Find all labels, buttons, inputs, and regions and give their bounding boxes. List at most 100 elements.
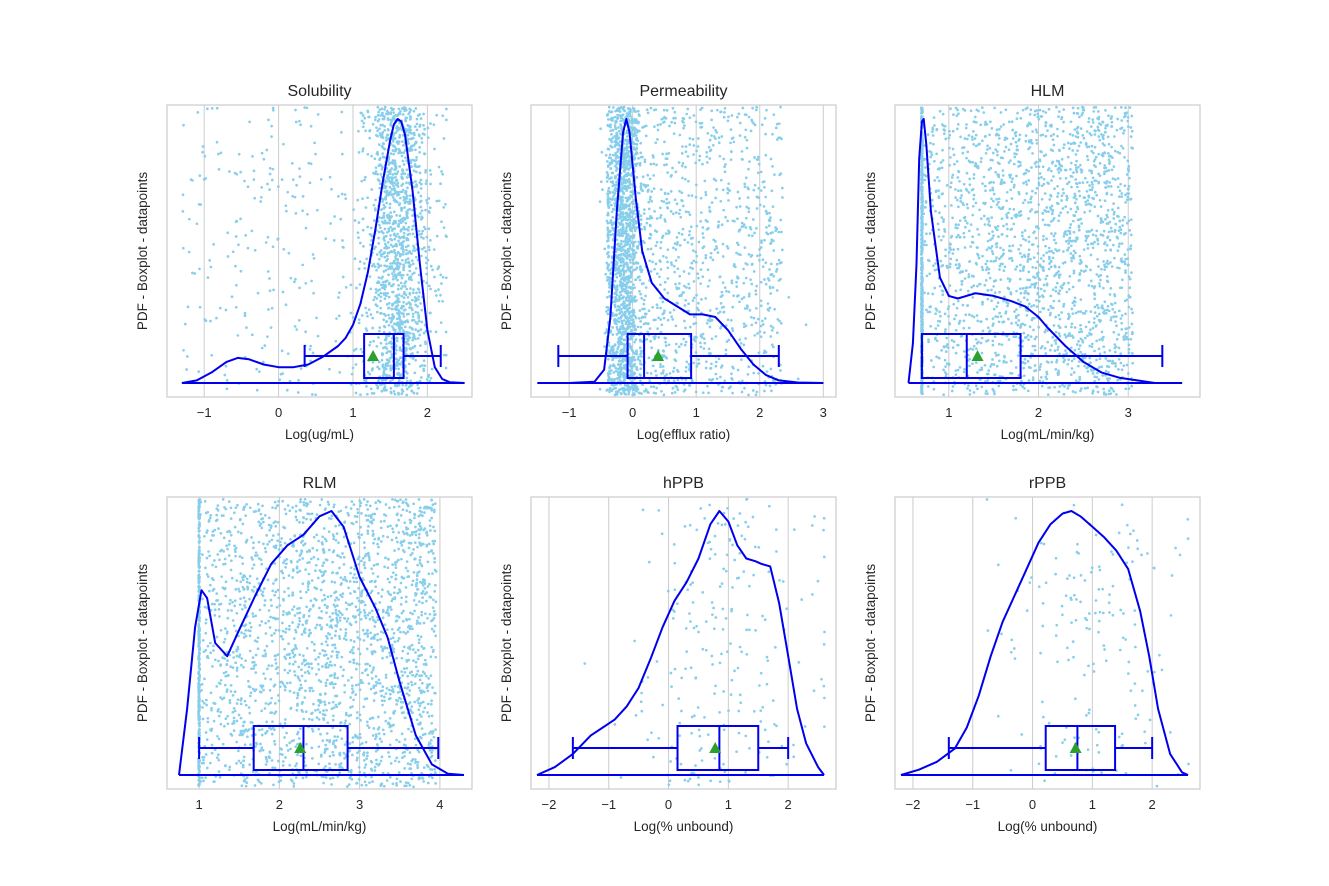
datapoint [652, 108, 656, 112]
datapoint [198, 305, 202, 309]
datapoint [313, 141, 316, 145]
datapoint [364, 206, 368, 209]
datapoint [630, 358, 633, 362]
datapoint [1010, 197, 1014, 200]
datapoint [374, 198, 377, 202]
datapoint [1108, 238, 1112, 242]
datapoint [696, 272, 700, 276]
datapoint [377, 216, 381, 219]
datapoint [991, 151, 995, 155]
datapoint [721, 188, 725, 192]
datapoint [630, 337, 634, 341]
datapoint [709, 256, 712, 259]
datapoint [376, 172, 379, 176]
datapoint [731, 329, 735, 333]
datapoint [671, 317, 675, 321]
datapoint [633, 117, 637, 121]
datapoint [372, 392, 376, 395]
datapoint [420, 182, 423, 186]
datapoint [649, 385, 653, 389]
datapoint [382, 235, 386, 239]
datapoint [424, 340, 427, 344]
datapoint [298, 119, 301, 123]
datapoint [389, 234, 392, 237]
datapoint [781, 196, 784, 199]
datapoint [751, 389, 755, 392]
datapoint [758, 253, 762, 257]
datapoint [772, 113, 776, 117]
datapoint [1053, 349, 1057, 353]
datapoint [420, 141, 424, 144]
datapoint [627, 180, 630, 184]
datapoint [614, 156, 618, 160]
datapoint [1039, 376, 1043, 379]
datapoint [376, 281, 379, 285]
datapoint [627, 319, 631, 323]
datapoint [691, 249, 695, 252]
datapoint [642, 282, 645, 285]
datapoint [946, 307, 950, 311]
datapoint [389, 350, 392, 353]
datapoint [390, 179, 394, 182]
datapoint [395, 339, 399, 343]
datapoint [432, 123, 436, 127]
datapoint [636, 276, 640, 279]
datapoint [952, 340, 956, 344]
datapoint [396, 232, 399, 236]
datapoint [765, 225, 768, 229]
datapoint [729, 141, 732, 145]
datapoint [643, 315, 647, 319]
datapoint [764, 383, 768, 387]
datapoint [425, 281, 429, 285]
datapoint [624, 237, 628, 240]
datapoint [422, 246, 426, 249]
datapoint [683, 319, 686, 323]
datapoint [710, 337, 714, 341]
datapoint [412, 335, 416, 339]
datapoint [627, 118, 631, 122]
datapoint [607, 205, 611, 209]
datapoint [949, 185, 952, 189]
datapoint [992, 285, 995, 288]
datapoint [382, 346, 385, 350]
datapoint [672, 116, 675, 120]
datapoint [672, 308, 676, 312]
datapoint [774, 126, 778, 130]
datapoint [764, 209, 768, 213]
datapoint [618, 223, 622, 226]
datapoint [611, 128, 615, 132]
datapoint [419, 187, 423, 190]
datapoint [607, 357, 610, 361]
datapoint [623, 153, 627, 156]
datapoint [409, 116, 413, 119]
datapoint [631, 383, 634, 387]
datapoint [381, 353, 384, 357]
datapoint [639, 292, 642, 296]
datapoint [714, 137, 717, 140]
datapoint [726, 119, 730, 123]
datapoint [379, 291, 383, 295]
datapoint [719, 301, 723, 305]
datapoint [619, 116, 623, 120]
datapoint [1103, 300, 1107, 304]
datapoint [747, 115, 751, 119]
datapoint [663, 220, 667, 223]
datapoint [1026, 255, 1030, 258]
datapoint [629, 273, 633, 276]
datapoint [633, 262, 636, 266]
datapoint [415, 155, 418, 159]
datapoint [750, 282, 754, 286]
datapoint [215, 316, 218, 320]
datapoint [396, 224, 400, 228]
datapoint [689, 266, 692, 269]
datapoint [616, 155, 620, 159]
datapoint [601, 188, 604, 191]
datapoint [667, 379, 671, 383]
datapoint [182, 123, 185, 127]
datapoint [623, 279, 626, 283]
datapoint [376, 150, 379, 154]
datapoint [395, 264, 399, 267]
datapoint [675, 286, 678, 289]
datapoint [225, 379, 229, 382]
datapoint [654, 369, 657, 373]
